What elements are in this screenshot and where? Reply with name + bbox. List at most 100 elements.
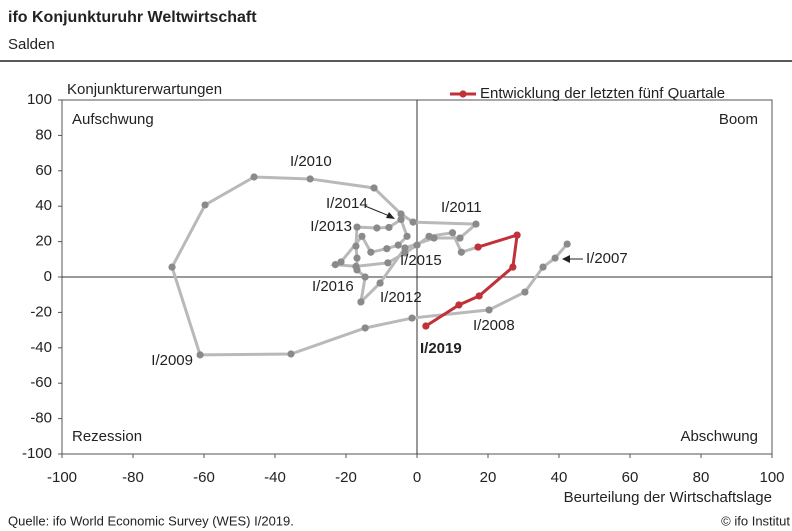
annotation: I/2012 xyxy=(380,289,422,306)
point xyxy=(358,232,366,240)
point xyxy=(401,249,409,257)
point xyxy=(539,263,547,271)
point xyxy=(409,218,417,226)
point xyxy=(448,229,457,237)
point xyxy=(361,273,369,281)
x-tick-label: 80 xyxy=(693,469,710,486)
y-tick-label: 40 xyxy=(35,197,52,214)
point xyxy=(361,324,369,332)
point xyxy=(457,248,465,256)
annotation: I/2013 xyxy=(310,218,352,235)
point xyxy=(337,258,345,266)
y-tick-label: 0 xyxy=(44,268,52,285)
x-tick-label: -100 xyxy=(47,469,77,486)
y-tick-label: 100 xyxy=(27,91,52,108)
point xyxy=(352,242,360,250)
x-tick-label: 100 xyxy=(759,469,784,486)
point xyxy=(376,279,384,287)
point xyxy=(422,322,430,330)
y-tick-label: 20 xyxy=(35,233,52,250)
point xyxy=(475,292,483,300)
legend-label: Entwicklung der letzten fünf Quartale xyxy=(480,85,725,102)
x-tick-label: 0 xyxy=(413,469,421,486)
y-tick-label: -100 xyxy=(22,445,52,462)
annotation: I/2014 xyxy=(326,195,368,212)
point xyxy=(456,234,464,242)
point xyxy=(196,351,204,359)
x-tick-label: -20 xyxy=(335,469,357,486)
point xyxy=(287,350,295,358)
y-tick-label: -60 xyxy=(30,374,52,391)
y-axis-label: Konjunkturerwartungen xyxy=(67,81,222,98)
x-tick-label: -40 xyxy=(264,469,286,486)
point xyxy=(306,175,314,183)
point xyxy=(201,201,209,209)
y-tick-label: -40 xyxy=(30,339,52,356)
point xyxy=(563,240,571,248)
point xyxy=(513,231,521,239)
annotation: I/2008 xyxy=(473,317,515,334)
point xyxy=(353,254,361,262)
copyright: © ifo Institut xyxy=(721,513,790,528)
annotation: I/2015 xyxy=(400,252,442,269)
point xyxy=(394,241,402,249)
x-tick-label: 60 xyxy=(622,469,639,486)
x-tick-label: -80 xyxy=(122,469,144,486)
legend-marker xyxy=(459,90,467,98)
subtitle: Salden xyxy=(8,36,55,53)
point xyxy=(401,244,409,252)
quadrant-label: Rezession xyxy=(72,428,142,445)
annotation: I/2016 xyxy=(312,278,354,295)
series-line xyxy=(425,232,519,328)
annotation: I/2019 xyxy=(420,340,462,357)
point xyxy=(403,232,411,240)
point xyxy=(383,245,391,253)
point xyxy=(352,262,360,270)
point xyxy=(353,223,361,231)
arrows xyxy=(364,205,583,263)
quadrant-label: Aufschwung xyxy=(72,111,154,128)
arrow-head xyxy=(562,255,570,263)
point xyxy=(331,261,339,269)
point xyxy=(397,210,405,218)
x-tick-label: 20 xyxy=(480,469,497,486)
annotation: I/2007 xyxy=(586,250,628,267)
point xyxy=(370,184,378,192)
quadrant-label: Boom xyxy=(719,111,758,128)
point xyxy=(384,259,392,267)
annotation: I/2011 xyxy=(441,199,482,216)
point xyxy=(413,241,421,249)
point xyxy=(425,232,433,240)
annotation: I/2010 xyxy=(290,153,332,170)
point xyxy=(357,298,365,306)
point xyxy=(373,224,381,232)
point xyxy=(472,220,480,228)
point xyxy=(168,263,176,271)
arrow-head xyxy=(386,212,395,219)
quadrant-label: Abschwung xyxy=(680,428,758,445)
y-tick-label: -80 xyxy=(30,410,52,427)
title: ifo Konjunkturuhr Weltwirtschaft xyxy=(8,9,257,26)
x-tick-label: 40 xyxy=(551,469,568,486)
y-tick-label: 60 xyxy=(35,162,52,179)
source: Quelle: ifo World Economic Survey (WES) … xyxy=(8,513,294,528)
point xyxy=(485,306,493,314)
point xyxy=(250,173,258,181)
point xyxy=(408,314,416,322)
annotation: I/2009 xyxy=(151,352,193,369)
point xyxy=(367,248,375,256)
point xyxy=(397,215,405,224)
y-tick-label: 80 xyxy=(35,126,52,143)
point xyxy=(455,301,463,309)
point xyxy=(385,223,393,232)
point xyxy=(509,263,517,271)
point xyxy=(551,254,559,262)
y-tick-label: -20 xyxy=(30,303,52,320)
point xyxy=(474,243,482,251)
point xyxy=(521,288,529,296)
x-tick-label: -60 xyxy=(193,469,215,486)
x-axis-label: Beurteilung der Wirtschaftslage xyxy=(564,489,772,506)
